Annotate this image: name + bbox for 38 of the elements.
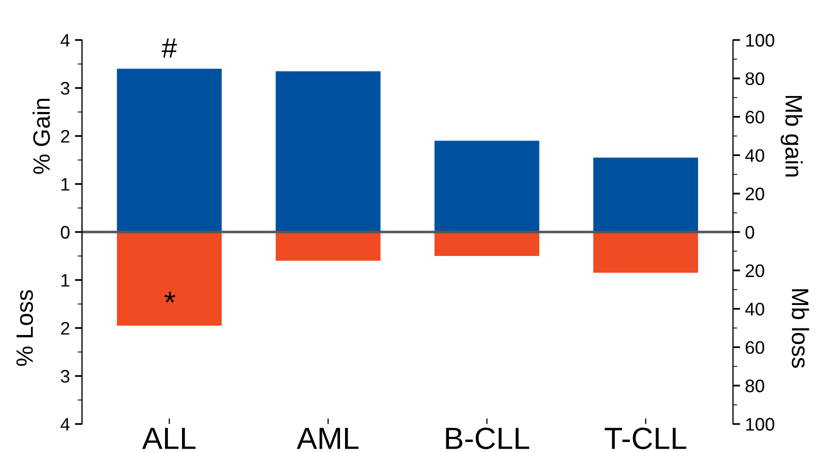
bar [593, 232, 698, 273]
x-tick-label: B-CLL [446, 428, 530, 450]
bar [434, 232, 540, 256]
y2-tick-label: 0 [746, 226, 754, 239]
y-tick-label: 3 [60, 82, 70, 95]
y2-axis-title: Mb gain [780, 96, 803, 176]
annotation: * [164, 292, 176, 303]
y-tick-label: 4 [60, 418, 70, 431]
text: Mb loss [792, 289, 810, 368]
x-tick-label: ALL [142, 428, 196, 449]
y2-tick-label: 40 [745, 149, 764, 162]
y-axis-title: % Gain [32, 98, 50, 174]
bar [593, 158, 698, 232]
y2-tick-label: 60 [746, 110, 764, 124]
y2-tick-label: 60 [746, 341, 764, 354]
y2-tick-label: 80 [746, 380, 764, 392]
bar [116, 232, 222, 326]
y-tick-label: 1 [62, 178, 70, 191]
y2-tick-label: 100 [746, 34, 774, 47]
y2-tick-label: 20 [746, 188, 764, 200]
bar [276, 232, 381, 261]
y2-tick-label: 80 [746, 72, 764, 86]
y-tick-label: 2 [61, 130, 70, 143]
y-tick-label: 1 [62, 274, 70, 287]
annotation: # [162, 38, 177, 58]
bar [116, 68, 222, 232]
y2-tick-label: 20 [746, 264, 764, 278]
y2-tick-label: 40 [745, 302, 764, 316]
y-tick-label: 0 [60, 226, 70, 239]
bar [276, 71, 381, 232]
x-tick-label: AML [296, 428, 359, 449]
y-tick-label: 3 [60, 370, 70, 383]
bar [434, 140, 540, 232]
x-tick-label: T-CLL [604, 428, 686, 450]
y2-tick-label: 100 [746, 418, 774, 431]
y-tick-label: 4 [60, 34, 70, 47]
text: % Loss [16, 290, 34, 366]
y-tick-label: 2 [61, 322, 70, 335]
